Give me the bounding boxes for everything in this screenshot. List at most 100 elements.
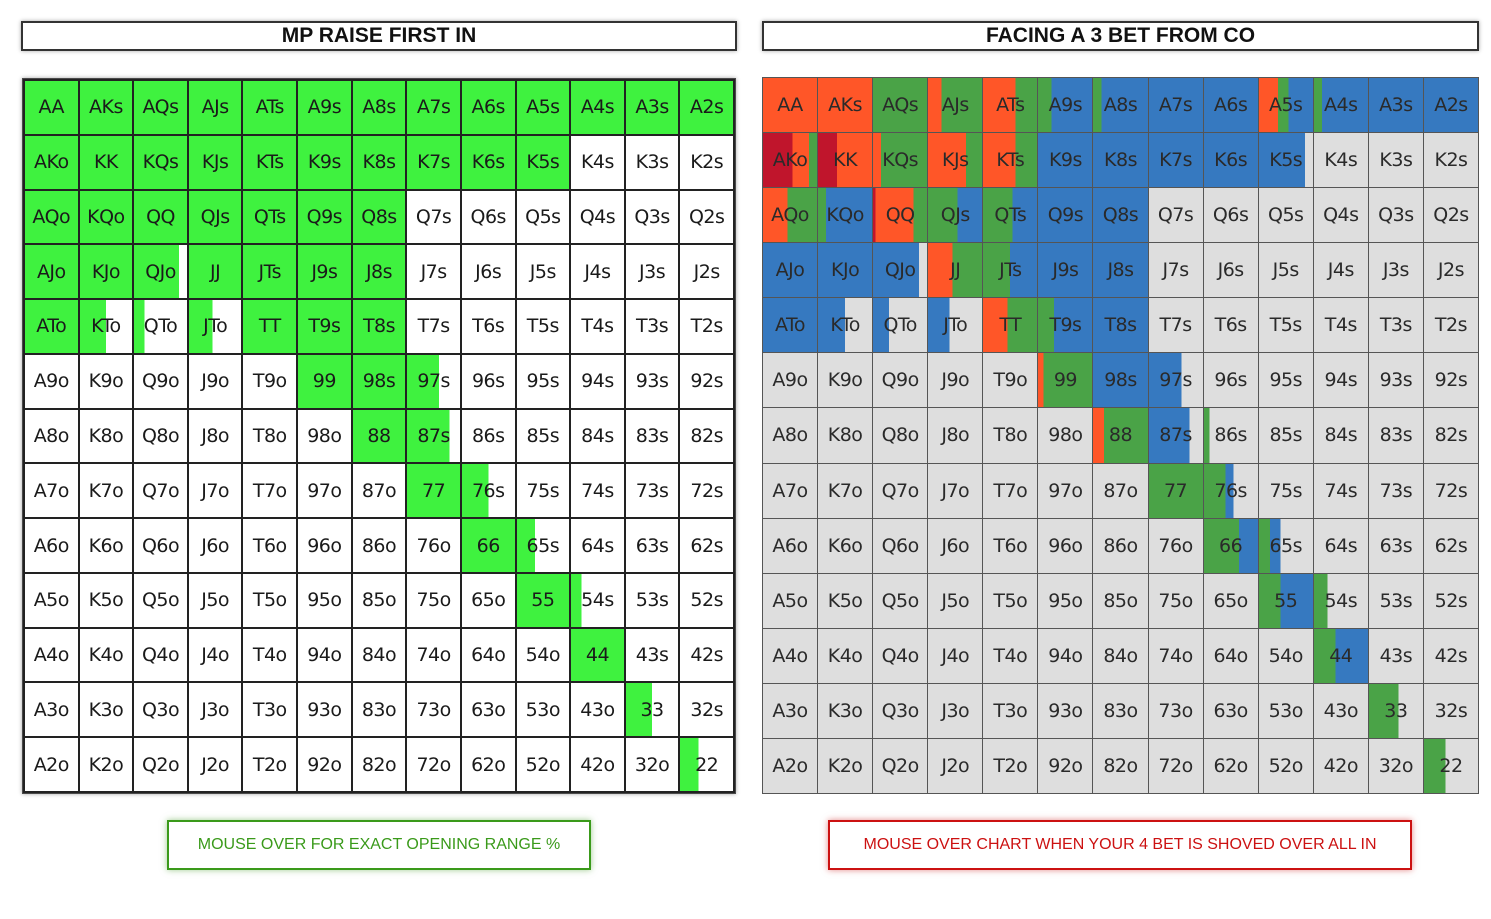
- hand-cell[interactable]: AKo: [763, 133, 818, 188]
- hand-cell[interactable]: ATs: [243, 81, 297, 134]
- hand-cell[interactable]: T9o: [243, 354, 297, 408]
- hand-cell[interactable]: 85o: [352, 573, 406, 627]
- hand-cell[interactable]: 73o: [407, 683, 460, 737]
- hand-cell[interactable]: J2s: [680, 245, 733, 299]
- hand-cell[interactable]: A3o: [763, 683, 818, 738]
- hand-cell[interactable]: Q6o: [134, 519, 187, 572]
- hand-cell[interactable]: J6s: [1203, 243, 1258, 298]
- hand-cell[interactable]: J3o: [928, 683, 983, 738]
- hand-cell[interactable]: 65o: [1203, 573, 1258, 628]
- hand-cell[interactable]: 98o: [1038, 408, 1093, 463]
- hand-cell[interactable]: 55: [1258, 573, 1313, 628]
- hand-cell[interactable]: 52o: [1258, 738, 1313, 793]
- mp-open-range-grid[interactable]: AA AKs AQs AJs ATs A9s A8s A7s A6s A5s A4s A3s A2s AK…: [22, 78, 736, 794]
- hand-cell[interactable]: KQo: [79, 190, 133, 244]
- hand-cell[interactable]: KJs: [928, 133, 983, 188]
- hand-cell[interactable]: Q7o: [873, 463, 928, 518]
- hand-cell[interactable]: 94s: [1313, 353, 1368, 408]
- hand-cell[interactable]: K9o: [818, 353, 873, 408]
- hand-cell[interactable]: A3s: [1368, 78, 1423, 133]
- hand-cell[interactable]: 42s: [1423, 628, 1478, 683]
- hand-cell[interactable]: 64s: [571, 519, 624, 572]
- hand-cell[interactable]: K5s: [1258, 133, 1313, 188]
- hand-cell[interactable]: J6o: [928, 518, 983, 573]
- hand-cell[interactable]: KTo: [79, 300, 133, 353]
- hand-cell[interactable]: 64s: [1313, 518, 1368, 573]
- hand-cell[interactable]: TT: [983, 298, 1038, 353]
- hand-cell[interactable]: 77: [1148, 463, 1203, 518]
- hand-cell[interactable]: Q6s: [461, 190, 515, 244]
- hand-cell[interactable]: K2s: [1423, 133, 1478, 188]
- hand-cell[interactable]: J9s: [298, 245, 351, 299]
- hand-cell[interactable]: 42o: [1313, 738, 1368, 793]
- hand-cell[interactable]: J2o: [928, 738, 983, 793]
- hand-cell[interactable]: 72s: [1423, 463, 1478, 518]
- hand-cell[interactable]: T3o: [983, 683, 1038, 738]
- hand-cell[interactable]: Q5s: [516, 190, 570, 244]
- hand-cell[interactable]: 95o: [298, 573, 351, 627]
- hand-cell[interactable]: Q2o: [134, 738, 187, 791]
- hand-cell[interactable]: Q3o: [134, 683, 187, 737]
- hand-cell[interactable]: K4s: [571, 135, 624, 189]
- hand-cell[interactable]: 76s: [461, 464, 515, 518]
- hand-cell[interactable]: 66: [461, 519, 515, 572]
- hand-cell[interactable]: J2o: [188, 738, 242, 791]
- hand-cell[interactable]: 84s: [1313, 408, 1368, 463]
- hand-cell[interactable]: T2s: [680, 300, 733, 353]
- hand-cell[interactable]: 53s: [1368, 573, 1423, 628]
- hand-cell[interactable]: A4s: [571, 81, 624, 134]
- hand-cell[interactable]: 62s: [1423, 518, 1478, 573]
- hand-cell[interactable]: 85s: [1258, 408, 1313, 463]
- hand-cell[interactable]: KTs: [983, 133, 1038, 188]
- hand-cell[interactable]: J9o: [928, 353, 983, 408]
- hand-cell[interactable]: Q7o: [134, 464, 187, 518]
- hand-cell[interactable]: 52s: [680, 573, 733, 627]
- hand-cell[interactable]: T2o: [983, 738, 1038, 793]
- hand-cell[interactable]: J3o: [188, 683, 242, 737]
- hand-cell[interactable]: 54o: [516, 628, 570, 682]
- hand-cell[interactable]: 32s: [680, 683, 733, 737]
- hand-cell[interactable]: QTo: [134, 300, 187, 353]
- hand-cell[interactable]: K6o: [818, 518, 873, 573]
- hand-cell[interactable]: KK: [818, 133, 873, 188]
- hand-cell[interactable]: K2o: [818, 738, 873, 793]
- hand-cell[interactable]: 88: [352, 409, 406, 463]
- hand-cell[interactable]: A7o: [763, 463, 818, 518]
- hand-cell[interactable]: J4o: [188, 628, 242, 682]
- hand-cell[interactable]: Q8s: [352, 190, 406, 244]
- hand-cell[interactable]: 88: [1093, 408, 1148, 463]
- hand-cell[interactable]: K6s: [461, 135, 515, 189]
- hand-cell[interactable]: 33: [625, 683, 679, 737]
- hand-cell[interactable]: K8o: [818, 408, 873, 463]
- hand-cell[interactable]: Q5s: [1258, 188, 1313, 243]
- hand-cell[interactable]: 22: [1423, 738, 1478, 793]
- hand-cell[interactable]: KK: [79, 135, 133, 189]
- hand-cell[interactable]: 73s: [1368, 463, 1423, 518]
- hand-cell[interactable]: JTo: [928, 298, 983, 353]
- hand-cell[interactable]: K4o: [79, 628, 133, 682]
- hand-cell[interactable]: Q9o: [873, 353, 928, 408]
- hand-cell[interactable]: A5s: [1258, 78, 1313, 133]
- hand-cell[interactable]: 95o: [1038, 573, 1093, 628]
- hand-cell[interactable]: A6o: [25, 519, 78, 572]
- hand-cell[interactable]: J6s: [461, 245, 515, 299]
- hand-cell[interactable]: J4s: [571, 245, 624, 299]
- hand-cell[interactable]: T6o: [243, 519, 297, 572]
- hand-cell[interactable]: AA: [25, 81, 78, 134]
- hand-cell[interactable]: 82s: [1423, 408, 1478, 463]
- hand-cell[interactable]: J8o: [928, 408, 983, 463]
- hand-cell[interactable]: 43s: [1368, 628, 1423, 683]
- hand-cell[interactable]: 22: [680, 738, 733, 791]
- hand-cell[interactable]: 98s: [352, 354, 406, 408]
- 4bet-shove-hint-button[interactable]: MOUSE OVER CHART WHEN YOUR 4 BET IS SHOV…: [828, 820, 1412, 870]
- hand-cell[interactable]: K4o: [818, 628, 873, 683]
- hand-cell[interactable]: T5s: [516, 300, 570, 353]
- hand-cell[interactable]: 84s: [571, 409, 624, 463]
- hand-cell[interactable]: J5o: [928, 573, 983, 628]
- hand-cell[interactable]: A5o: [25, 573, 78, 627]
- hand-cell[interactable]: ATo: [763, 298, 818, 353]
- hand-cell[interactable]: 98s: [1093, 353, 1148, 408]
- hand-cell[interactable]: T7s: [1148, 298, 1203, 353]
- hand-cell[interactable]: 73s: [625, 464, 679, 518]
- hand-cell[interactable]: 84o: [352, 628, 406, 682]
